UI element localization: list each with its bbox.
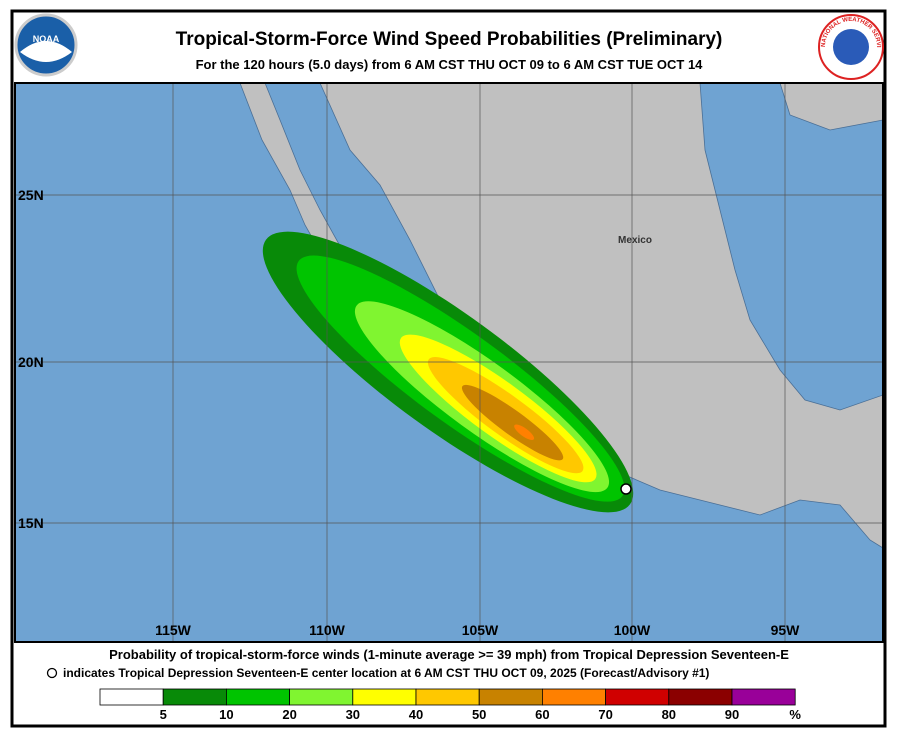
legend-swatch (542, 688, 607, 706)
legend-label: 20 (282, 707, 296, 722)
legend-label: 80 (662, 707, 676, 722)
legend-label: 90 (725, 707, 739, 722)
probability-swath (262, 231, 634, 513)
legend-swatch (352, 688, 417, 706)
legend-label: 60 (535, 707, 549, 722)
legend-swatch (731, 688, 796, 706)
noaa-logo: NOAA (14, 13, 78, 77)
legend-label: 50 (472, 707, 486, 722)
title: Tropical-Storm-Force Wind Speed Probabil… (176, 29, 723, 50)
footer-line1: Probability of tropical-storm-force wind… (109, 647, 789, 662)
lon-label: 115W (155, 622, 192, 638)
legend-label: 40 (409, 707, 423, 722)
storm-center (620, 483, 632, 495)
legend-swatch (99, 688, 164, 706)
legend-label: 30 (346, 707, 360, 722)
map-border (14, 82, 884, 643)
legend-swatch (415, 688, 480, 706)
legend-swatch (225, 688, 290, 706)
legend-swatch (668, 688, 733, 706)
legend-label: 5 (160, 707, 167, 722)
subtitle: For the 120 hours (5.0 days) from 6 AM C… (196, 57, 704, 72)
north-land (779, 83, 883, 131)
noaa-text: NOAA (33, 34, 60, 44)
graticule (15, 83, 883, 642)
place-label: Mexico (618, 235, 652, 246)
lat-label: 15N (18, 515, 44, 531)
legend: 5 10 20 30 40 50 60 70 80 90% (99, 688, 801, 722)
legend-swatch (162, 688, 227, 706)
lat-label: 20N (18, 354, 44, 370)
lon-label: 105W (462, 622, 499, 638)
legend-label: % (789, 707, 801, 722)
map: 25N 20N 15N 115W 110W 105W 100W 95W Mexi… (14, 82, 884, 643)
lat-label: 25N (18, 187, 44, 203)
center-symbol (46, 667, 58, 679)
legend-swatch (478, 688, 543, 706)
lon-label: 110W (309, 622, 346, 638)
lon-label: 100W (614, 622, 651, 638)
footer-line2: indicates Tropical Depression Seventeen-… (63, 666, 709, 680)
legend-label: 10 (219, 707, 233, 722)
legend-swatch (605, 688, 670, 706)
legend-swatch (289, 688, 354, 706)
legend-label: 70 (598, 707, 612, 722)
lon-label: 95W (771, 622, 801, 638)
